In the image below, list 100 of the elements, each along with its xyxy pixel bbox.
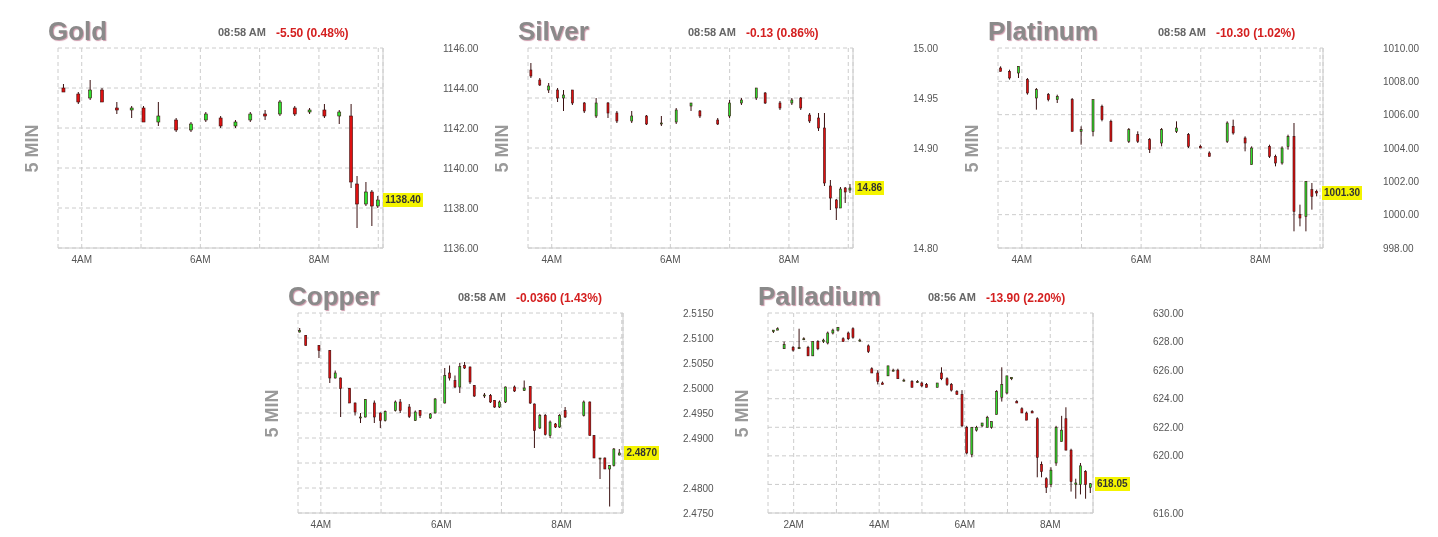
y-tick-label: 626.00 (1153, 364, 1185, 376)
candlestick (995, 389, 998, 415)
y-tick-label: 630.00 (1153, 307, 1185, 319)
candlestick (1160, 127, 1163, 147)
text: -5.50 (0.48%) (275, 26, 349, 40)
annotation: 618.05 (1095, 476, 1130, 491)
candlestick (88, 79, 92, 101)
x-tick-label: 8AM (308, 254, 330, 266)
y-tick-label: 622.00 (1153, 421, 1185, 433)
candlestick (1049, 466, 1053, 488)
text: -0.0360 (1.43%) (515, 291, 602, 305)
y-tick-label: 1144.00 (443, 82, 479, 94)
x-tick-label: 4AM (868, 519, 890, 531)
y-axis-title: 5 MIN (961, 123, 983, 173)
y-tick-label: 628.00 (1153, 336, 1185, 348)
y-tick-label: 1146.00 (443, 42, 479, 54)
y-tick-label: 1000.00 (1383, 209, 1420, 221)
x-tick-label: 8AM (778, 254, 800, 266)
y-tick-label: 1004.00 (1383, 142, 1420, 154)
candlestick (797, 328, 801, 350)
y-tick-label: 998.00 (1383, 242, 1415, 254)
chart-title: Gold (48, 16, 108, 47)
candlestick (689, 102, 693, 112)
chart-subtitle: 08:58 AM (458, 291, 506, 305)
y-tick-label: 620.00 (1153, 450, 1185, 462)
chart-subtitle: 08:58 AM (218, 26, 266, 40)
candlestick (364, 181, 368, 207)
candlestick (848, 183, 852, 194)
candlestick (1079, 125, 1083, 146)
candlestick (1310, 182, 1314, 211)
y-tick-label: 2.4950 (683, 407, 715, 419)
text: -13.90 (2.20%) (985, 291, 1066, 305)
candlestick (1280, 145, 1284, 166)
y-tick-label: 624.00 (1153, 393, 1185, 405)
candlestick (370, 189, 374, 227)
y-tick-label: 2.4900 (683, 432, 715, 444)
x-tick-label: 4AM (541, 254, 562, 266)
y-tick-label: 14.90 (913, 142, 939, 154)
x-tick-label: 4AM (310, 519, 332, 531)
chart-subtitle: 08:56 AM (928, 291, 976, 305)
y-axis-title: 5 MIN (731, 388, 753, 438)
y-tick-label: 1136.00 (443, 242, 479, 254)
y-tick-label: 14.95 (913, 92, 939, 104)
candlestick (317, 344, 321, 359)
candlestick (1079, 462, 1082, 495)
candlestick (1074, 478, 1078, 500)
candlestick (529, 62, 533, 79)
x-tick-label: 6AM (430, 519, 452, 531)
x-tick-label: 4AM (71, 254, 92, 266)
y-tick-label: 2.5000 (683, 382, 715, 394)
candlestick (156, 101, 161, 127)
chart-title: Silver (518, 16, 589, 47)
x-tick-label: 8AM (1250, 254, 1271, 266)
y-tick-label: 2.4750 (683, 507, 715, 519)
chart-subtitle: 08:58 AM (1158, 26, 1206, 40)
y-tick-label: 1002.00 (1383, 175, 1420, 187)
y-tick-label: 616.00 (1153, 507, 1185, 519)
y-tick-label: 1140.00 (443, 162, 479, 174)
x-tick-label: 2AM (783, 519, 804, 531)
candlestick (562, 89, 565, 112)
candlestick (339, 377, 342, 418)
candlestick (263, 109, 267, 121)
annotation: 1001.30 (1322, 186, 1363, 200)
candlestick (1250, 145, 1253, 166)
candlestick (364, 398, 367, 418)
candlestick (1243, 135, 1247, 152)
candlestick (1225, 120, 1229, 144)
annotation: 2.4870 (624, 446, 659, 460)
text: -10.30 (1.02%) (1215, 26, 1296, 40)
x-tick-label: 6AM (1130, 254, 1152, 266)
chart-title: Copper (288, 281, 379, 312)
y-tick-label: 2.5150 (683, 307, 715, 319)
chart-title: Platinum (988, 16, 1098, 47)
candlestick (612, 447, 616, 467)
x-tick-label: 4AM (1011, 254, 1033, 266)
y-tick-label: 1010.00 (1383, 42, 1420, 54)
candlestick (1000, 366, 1004, 403)
annotation: 14.86 (855, 181, 885, 195)
y-tick-label: 2.5050 (683, 357, 715, 369)
x-tick-label: 6AM (954, 519, 975, 531)
y-tick-label: 1006.00 (1383, 109, 1420, 121)
candlestick (355, 175, 359, 229)
x-tick-label: 8AM (551, 519, 572, 531)
y-axis-title: 5 MIN (261, 388, 283, 438)
candlestick (1298, 204, 1302, 227)
annotation: 1138.40 (383, 193, 423, 207)
y-tick-label: 1138.00 (443, 202, 479, 214)
candlestick (839, 186, 842, 209)
x-tick-label: 6AM (660, 254, 681, 266)
candlestick (1035, 87, 1038, 111)
y-tick-label: 14.80 (913, 242, 939, 254)
y-axis-title: 5 MIN (21, 123, 43, 173)
y-tick-label: 1008.00 (1383, 75, 1420, 87)
candlestick (829, 179, 832, 211)
y-tick-label: 1142.00 (443, 122, 479, 134)
y-tick-label: 2.4800 (683, 482, 715, 494)
candlestick (1109, 119, 1113, 142)
candlestick (594, 97, 598, 119)
chart-title: Palladium (758, 281, 881, 312)
y-tick-label: 2.5100 (683, 332, 715, 344)
